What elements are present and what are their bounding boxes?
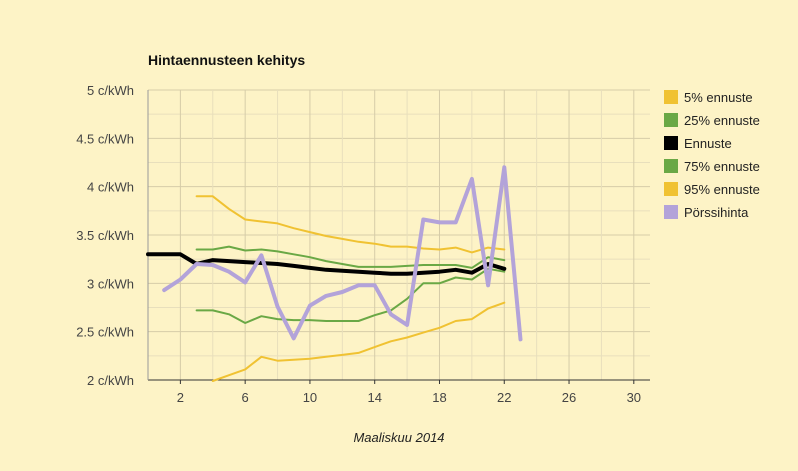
legend-swatch bbox=[664, 182, 678, 196]
x-tick-label: 22 bbox=[497, 390, 511, 405]
legend-swatch bbox=[664, 205, 678, 219]
legend-swatch bbox=[664, 136, 678, 150]
legend-label: 75% ennuste bbox=[684, 159, 760, 174]
x-axis-label: Maaliskuu 2014 bbox=[353, 430, 444, 445]
series-line-3 bbox=[195, 245, 506, 269]
chart-title: Hintaennusteen kehitys bbox=[148, 52, 305, 68]
series-group bbox=[146, 165, 523, 382]
series-line-1 bbox=[195, 267, 506, 324]
series-line-4 bbox=[195, 195, 506, 254]
legend: 5% ennuste 25% ennuste Ennuste 75% ennuste 9… bbox=[664, 90, 760, 220]
y-tick-label: 2 c/kWh bbox=[87, 373, 134, 388]
y-tick-label: 5 c/kWh bbox=[87, 83, 134, 98]
legend-swatch bbox=[664, 90, 678, 104]
y-tick-label: 3.5 c/kWh bbox=[76, 228, 134, 243]
series-line-2 bbox=[146, 252, 507, 276]
x-tick-label: 2 bbox=[177, 390, 184, 405]
legend-label: 95% ennuste bbox=[684, 182, 760, 197]
legend-label: 5% ennuste bbox=[684, 90, 753, 105]
y-tick-label: 2.5 c/kWh bbox=[76, 325, 134, 340]
legend-swatch bbox=[664, 159, 678, 173]
grid bbox=[148, 89, 650, 381]
x-tick-label: 30 bbox=[627, 390, 641, 405]
legend-label: Pörssihinta bbox=[684, 205, 749, 220]
y-tick-label: 4 c/kWh bbox=[87, 180, 134, 195]
x-tick-label: 14 bbox=[367, 390, 381, 405]
legend-swatch bbox=[664, 113, 678, 127]
series-line-5 bbox=[162, 165, 523, 342]
x-tick-label: 10 bbox=[303, 390, 317, 405]
x-tick-label: 18 bbox=[432, 390, 446, 405]
x-tick-label: 26 bbox=[562, 390, 576, 405]
legend-label: 25% ennuste bbox=[684, 113, 760, 128]
y-tick-label: 4.5 c/kWh bbox=[76, 131, 134, 146]
series-line-0 bbox=[211, 301, 506, 382]
y-tick-label: 3 c/kWh bbox=[87, 276, 134, 291]
legend-label: Ennuste bbox=[684, 136, 732, 151]
x-tick-label: 6 bbox=[242, 390, 249, 405]
